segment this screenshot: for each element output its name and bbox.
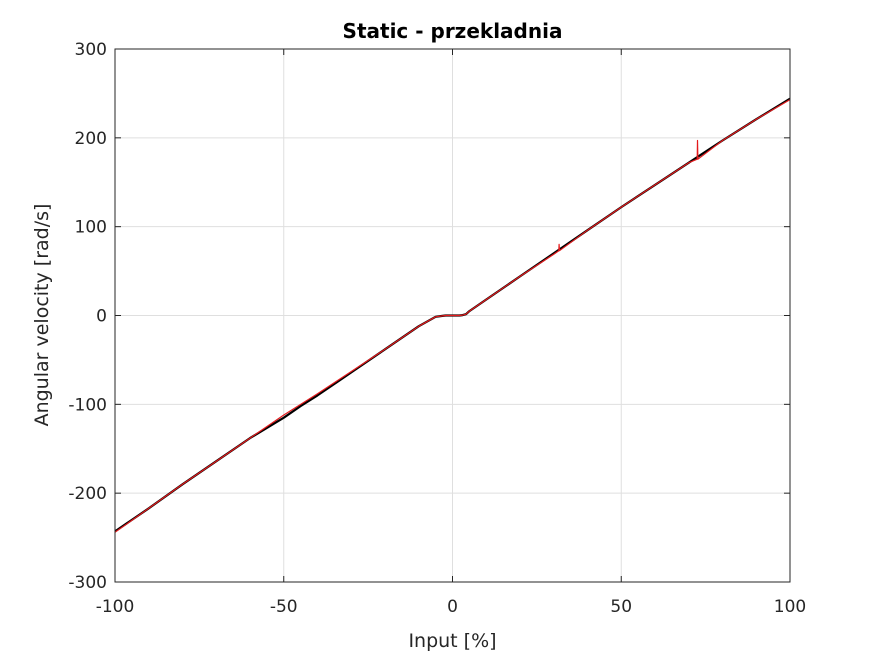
y-tick-label: 300	[75, 40, 107, 60]
series-group	[114, 97, 791, 533]
x-tick-label: 0	[447, 597, 458, 617]
ticks: -100 -50 0 50 100 300 200 100 0 -100 -200 -300	[68, 40, 806, 617]
y-tick-label: 0	[96, 307, 107, 327]
y-tick-label: 100	[75, 218, 107, 238]
x-axis-label: Input [%]	[408, 630, 496, 652]
x-tick-label: 50	[610, 597, 632, 617]
y-axis-label: Angular velocity [rad/s]	[31, 204, 53, 427]
y-tick-label: 200	[75, 129, 107, 149]
x-tick-label: -100	[96, 597, 135, 617]
x-tick-label: 100	[774, 597, 806, 617]
series-line-1	[114, 99, 791, 533]
x-tick-label: -50	[270, 597, 298, 617]
y-tick-label: -300	[68, 573, 107, 593]
y-tick-label: -200	[68, 484, 107, 504]
chart-title: Static - przekladnia	[343, 19, 563, 43]
y-tick-label: -100	[68, 395, 107, 415]
